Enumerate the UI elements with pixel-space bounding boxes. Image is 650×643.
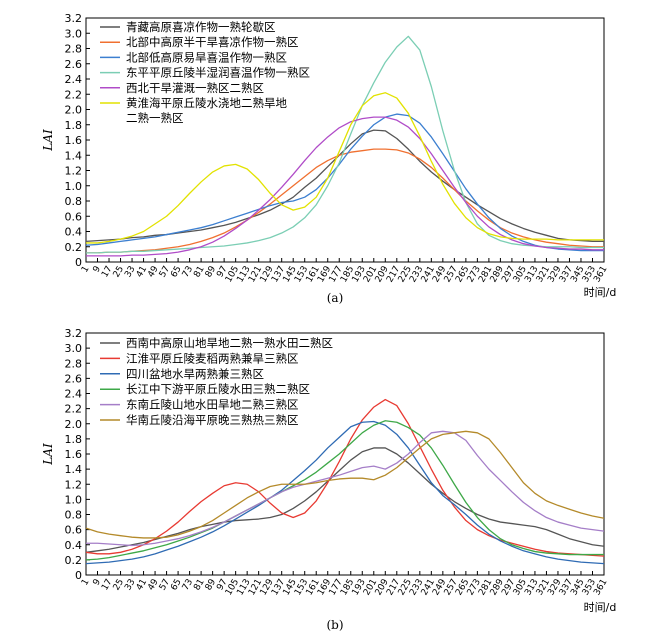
y-tick-label: 1.4 <box>65 149 83 162</box>
y-tick-label: 0.8 <box>65 195 83 208</box>
y-tick-label: 0 <box>75 569 82 582</box>
x-tick-label: 17 <box>100 578 114 593</box>
y-tick-label: 2.8 <box>65 357 83 370</box>
x-tick-label: 41 <box>135 578 149 593</box>
y-tick-label: 1.6 <box>65 134 83 147</box>
figure-caption: (a) <box>327 291 344 305</box>
y-tick-label: 2.0 <box>65 418 83 431</box>
y-tick-label: 2.2 <box>65 88 83 101</box>
x-tick-label: 25 <box>112 578 126 593</box>
x-tick-label: 41 <box>135 265 149 280</box>
legend-entry: 长江中下游平原丘陵水田三熟二熟区 <box>126 382 310 396</box>
series-line <box>86 116 604 257</box>
y-tick-label: 0.8 <box>65 509 83 522</box>
y-tick-label: 3.0 <box>65 27 83 40</box>
legend-entry: 西南中高原山地旱地二熟一熟水田二熟区 <box>126 336 333 350</box>
legend-entry: 四川盆地水旱两熟兼三熟区 <box>126 367 264 381</box>
legend-entry: 北部中高原半干旱喜凉作物一熟区 <box>126 35 299 49</box>
legend-entry: 东平平原丘陵半湿润喜温作物一熟区 <box>126 66 310 80</box>
y-tick-label: 1.0 <box>65 493 83 506</box>
x-tick-label: 33 <box>123 265 137 280</box>
x-tick-label: 361 <box>592 265 609 285</box>
series-line <box>85 398 605 557</box>
y-tick-label: 2.8 <box>65 43 83 56</box>
x-axis-title: 时间/d <box>584 601 617 614</box>
y-tick-label: 2.6 <box>65 58 83 71</box>
legend-entry: 二熟一熟区 <box>126 111 184 125</box>
y-tick-label: 3.0 <box>65 342 83 355</box>
y-tick-label: 0.4 <box>65 226 83 239</box>
y-tick-label: 2.4 <box>65 388 83 401</box>
legend-entry: 江淮平原丘陵麦稻两熟兼旱三熟区 <box>126 351 299 365</box>
x-tick-label: 73 <box>181 578 195 593</box>
legend-entry: 北部低高原易旱喜温作物一熟区 <box>126 50 287 64</box>
y-tick-label: 0.4 <box>65 539 83 552</box>
legend-entry: 华南丘陵沿海平原晚三熟热三熟区 <box>126 413 299 427</box>
x-tick-label: 9 <box>92 577 104 587</box>
x-tick-label: 97 <box>215 265 229 280</box>
legend-entry: 东南丘陵山地水田旱地二熟三熟区 <box>126 398 299 412</box>
y-tick-label: 1.4 <box>65 463 83 476</box>
x-tick-label: 9 <box>92 264 104 274</box>
y-axis-title: LAI <box>41 129 55 152</box>
legend-entry: 黄淮海平原丘陵水浇地二熟旱地 <box>126 96 287 110</box>
y-tick-label: 1.2 <box>65 478 83 491</box>
y-tick-label: 3.2 <box>65 327 83 340</box>
y-axis-title: LAI <box>41 443 55 466</box>
x-tick-label: 81 <box>192 578 206 593</box>
y-tick-label: 3.2 <box>65 12 83 25</box>
x-tick-label: 25 <box>112 265 126 280</box>
series-line <box>85 430 605 539</box>
y-tick-label: 2.6 <box>65 372 83 385</box>
x-axis-title: 时间/d <box>584 286 617 299</box>
chart-b: 0 0.2 0.4 0.6 0.8 1.0 1.2 1.4 1.6 1.8 2.0 2.2 2.4 2.6… <box>41 327 616 632</box>
x-tick-label: 17 <box>100 265 114 280</box>
series-line <box>86 35 604 254</box>
x-tick-label: 81 <box>192 265 206 280</box>
x-tick-label: 57 <box>158 578 172 593</box>
y-tick-label: 0 <box>75 256 82 269</box>
y-tick-label: 1.8 <box>65 119 83 132</box>
series-line <box>85 420 605 565</box>
x-tick-label: 97 <box>215 578 229 593</box>
x-tick-label: 1 <box>80 265 92 275</box>
series-line <box>86 430 605 547</box>
y-tick-label: 1.6 <box>65 448 83 461</box>
x-tick-label: 33 <box>123 578 137 593</box>
y-tick-label: 0.2 <box>65 554 83 567</box>
x-tick-label: 1 <box>80 578 92 588</box>
x-tick-label: 73 <box>181 265 195 280</box>
x-tick-label: 65 <box>169 265 183 280</box>
figure-caption: (b) <box>326 618 343 632</box>
y-tick-label: 1.2 <box>65 165 83 178</box>
series-line <box>85 420 604 561</box>
y-tick-label: 2.2 <box>65 403 83 416</box>
x-tick-label: 361 <box>592 578 609 598</box>
legend-entry: 青藏高原喜凉作物一熟轮歇区 <box>126 20 276 34</box>
x-tick-label: 57 <box>158 265 172 280</box>
y-tick-label: 2.0 <box>65 104 83 117</box>
legend-entry: 西北干旱灌溉一熟区二熟区 <box>126 81 264 95</box>
y-tick-label: 1.8 <box>65 433 83 446</box>
series-line <box>86 148 604 254</box>
series-line <box>86 92 604 244</box>
series-line <box>85 447 605 553</box>
y-tick-label: 0.2 <box>65 241 83 254</box>
y-tick-label: 2.4 <box>65 73 83 86</box>
x-tick-label: 65 <box>169 578 183 593</box>
y-tick-label: 0.6 <box>65 524 83 537</box>
chart-a: 0 0.2 0.4 0.6 0.8 1.0 1.2 1.4 1.6 1.8 2.0 2.2 2.4 2.6… <box>41 12 616 305</box>
y-tick-label: 0.6 <box>65 210 83 223</box>
y-tick-label: 1.0 <box>65 180 83 193</box>
